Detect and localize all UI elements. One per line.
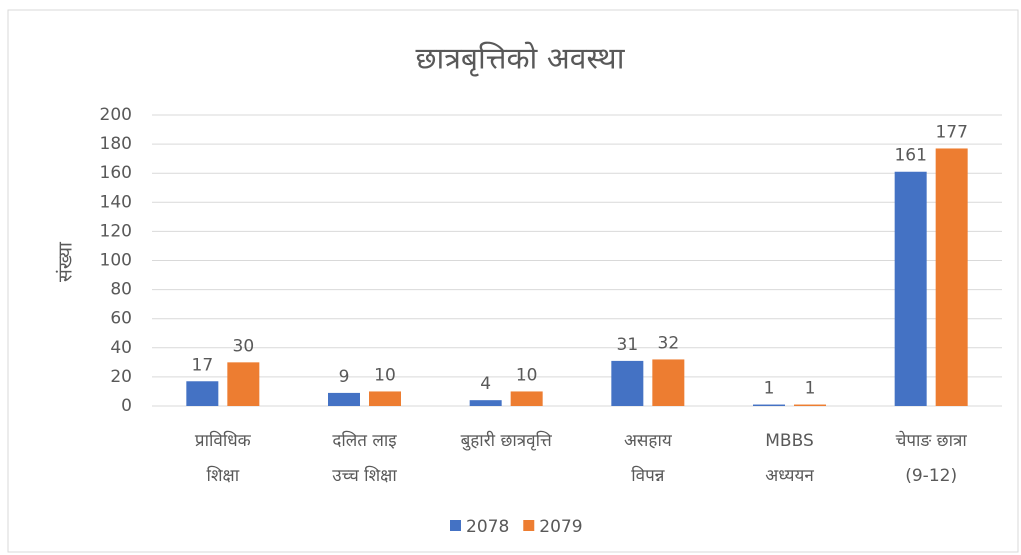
x-tick-label: अध्ययन — [765, 466, 814, 486]
x-tick-label: चेपाङ छात्रा — [896, 430, 968, 451]
bar — [935, 148, 968, 406]
bar — [652, 359, 685, 406]
bar — [186, 381, 219, 406]
bar — [227, 362, 260, 406]
y-tick-label: 20 — [110, 367, 132, 387]
bar — [469, 400, 502, 406]
data-label: 10 — [374, 365, 396, 385]
y-tick-label: 80 — [110, 280, 132, 300]
legend-swatch — [450, 520, 461, 531]
x-tick-label: बुहारी छात्रवृत्ति — [461, 430, 552, 451]
bar — [611, 360, 644, 406]
x-tick-label: (9-12) — [905, 466, 957, 486]
legend-swatch — [523, 520, 535, 531]
x-tick-label: प्राविधिक — [195, 430, 252, 451]
y-tick-label: 60 — [110, 309, 132, 329]
data-label: 32 — [658, 333, 680, 353]
chart-border — [7, 9, 1019, 553]
y-axis-label: संख्या — [55, 241, 77, 282]
y-tick-label: 100 — [100, 251, 132, 271]
data-label: 10 — [516, 365, 538, 385]
data-label: 31 — [617, 335, 639, 355]
y-tick-label: 0 — [121, 396, 132, 416]
data-label: 1 — [764, 379, 775, 399]
bar — [510, 391, 543, 406]
data-label: 161 — [894, 146, 926, 166]
bar — [794, 404, 826, 406]
y-tick-label: 180 — [100, 134, 132, 154]
legend-label: 2079 — [539, 517, 582, 537]
data-label: 17 — [192, 355, 214, 375]
x-tick-label: शिक्षा — [207, 465, 240, 486]
data-label: 9 — [339, 367, 350, 387]
bar — [328, 392, 360, 406]
x-tick-label: असहाय — [624, 431, 673, 451]
y-tick-label: 160 — [100, 163, 132, 183]
data-label: 4 — [480, 374, 491, 394]
x-tick-label: MBBS — [765, 431, 814, 451]
legend-label: 2078 — [466, 517, 509, 537]
y-tick-label: 140 — [100, 192, 132, 212]
x-tick-label: दलित लाइ — [332, 430, 397, 451]
bar — [369, 391, 401, 406]
data-label: 177 — [935, 122, 967, 142]
bar — [753, 404, 785, 406]
bar — [894, 171, 927, 406]
y-tick-label: 120 — [100, 221, 132, 241]
data-label: 1 — [805, 379, 816, 399]
y-tick-label: 40 — [110, 338, 132, 358]
y-tick-label: 200 — [100, 105, 132, 125]
chart-title: छात्रबृत्तिको अवस्था — [416, 42, 626, 78]
data-label: 30 — [233, 336, 255, 356]
x-tick-label: उच्च शिक्षा — [332, 465, 397, 486]
x-tick-label: विपन्न — [631, 465, 665, 486]
